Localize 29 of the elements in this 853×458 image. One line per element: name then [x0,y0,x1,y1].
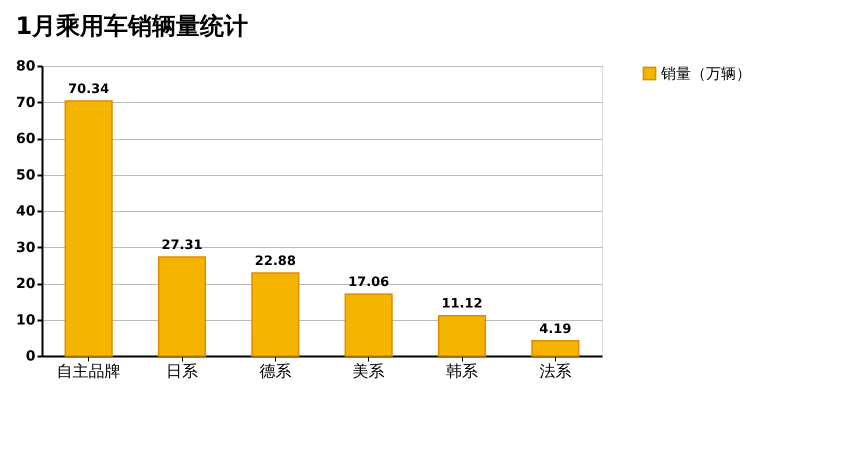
data-label: 11.12 [441,296,483,312]
y-tick-label: 40 [16,204,36,220]
data-label: 70.34 [68,82,110,98]
chart-title: 1月乘用车销辆量统计 [16,12,248,40]
bar [64,100,113,357]
bar [251,272,300,357]
x-tick-label: 日系 [166,362,198,380]
data-label: 17.06 [348,275,390,290]
bar [344,293,393,357]
x-tick-label: 美系 [352,362,385,380]
data-label: 27.31 [161,238,203,253]
x-tick-label: 自主品牌 [56,362,121,380]
y-tick-label: 30 [16,240,36,256]
y-tick-label: 10 [16,312,36,328]
y-tick-label: 60 [16,131,36,147]
y-tick-label: 80 [16,58,36,74]
y-tick-label: 20 [16,276,36,292]
x-tick-label: 韩系 [446,362,478,380]
legend-label: 销量（万辆） [660,64,751,82]
bar [438,314,486,357]
y-tick-label: 50 [16,167,36,184]
y-tick-label: 0 [26,348,36,364]
bar [531,340,580,357]
x-tick-label: 法系 [539,362,572,380]
bar [158,256,206,357]
data-label: 4.19 [539,322,572,337]
data-label: 22.88 [254,254,296,270]
x-tick-label: 德系 [259,362,292,380]
y-tick-label: 70 [16,94,36,111]
